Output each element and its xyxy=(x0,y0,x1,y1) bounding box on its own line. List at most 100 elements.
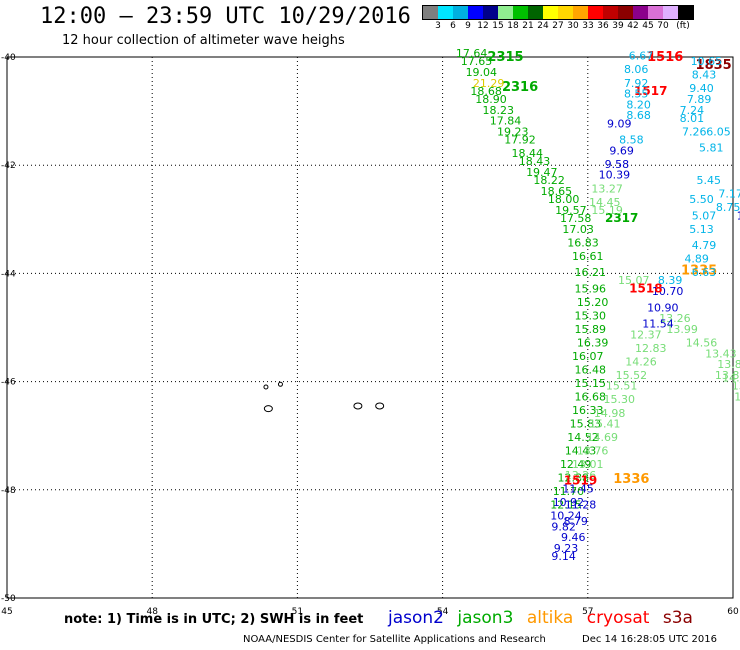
pass-time-label: 2316 xyxy=(502,80,538,95)
color-scale-tick-label: 70 xyxy=(657,21,669,31)
color-scale-tick-label: 12 xyxy=(477,21,489,31)
wave-height-label: 13.01 xyxy=(572,458,604,471)
wave-height-label: 8.79 xyxy=(563,515,588,528)
color-scale-tick-label: 45 xyxy=(642,21,654,31)
wave-height-label: 14.98 xyxy=(594,407,626,420)
wave-height-label: 5.13 xyxy=(689,223,714,236)
lat-tick-label: -42 xyxy=(1,161,16,171)
color-swatch xyxy=(648,6,663,19)
wave-height-label: 9.46 xyxy=(561,531,586,544)
color-scale-tick-label: 36 xyxy=(597,21,609,31)
color-scale-unit: (ft) xyxy=(676,21,690,31)
wave-height-label: 8.43 xyxy=(692,69,717,82)
wave-height-label: 15.30 xyxy=(574,309,606,322)
wave-height-label: 16.68 xyxy=(574,391,606,404)
color-swatch xyxy=(423,6,438,19)
lon-tick-label: 60 xyxy=(727,607,739,617)
color-swatch xyxy=(543,6,558,19)
wave-height-label: 8.01 xyxy=(680,112,705,125)
legend-s3a: s3a xyxy=(662,608,693,628)
color-swatch xyxy=(528,6,543,19)
wave-height-label: 16.83 xyxy=(567,236,599,249)
color-swatch xyxy=(438,6,453,19)
wave-height-label: 11.54 xyxy=(642,318,674,331)
color-scale-tick-label: 3 xyxy=(435,21,441,31)
wave-height-label: 16.21 xyxy=(574,266,606,279)
island-outline xyxy=(353,402,363,410)
wave-height-label: 19.04 xyxy=(466,66,498,79)
wave-height-label: 11.28 xyxy=(565,499,597,512)
wave-height-label: 14.69 xyxy=(587,431,619,444)
wave-height-label: 10.24 xyxy=(550,510,582,523)
color-swatch xyxy=(618,6,633,19)
wave-height-label: 12.88 xyxy=(558,472,590,485)
wave-height-label: 13.76 xyxy=(577,445,609,458)
wave-height-label: 13.27 xyxy=(591,182,623,195)
color-swatch xyxy=(573,6,588,19)
wave-height-label: 13.26 xyxy=(565,469,597,482)
wave-height-label: 18.44 xyxy=(512,147,544,160)
wave-height-label: 15.51 xyxy=(606,380,638,393)
wave-height-label: 18.00 xyxy=(548,193,580,206)
satellite-legend: jason2 jason3 altika cryosat s3a xyxy=(388,608,701,628)
lon-tick-label: 57 xyxy=(582,607,593,617)
lon-tick-label: 48 xyxy=(146,607,158,617)
wave-height-label: 1519 xyxy=(564,473,597,487)
wave-height-label: 5.50 xyxy=(689,193,714,206)
wave-height-label: 7.26 xyxy=(682,125,707,138)
wave-height-label: 15.89 xyxy=(574,323,606,336)
wave-height-label: 16.61 xyxy=(572,250,604,263)
wave-height-label: 15.15 xyxy=(574,377,606,390)
color-scale-tick-label: 30 xyxy=(567,21,579,31)
lon-tick-label: 45 xyxy=(1,607,12,617)
color-swatch xyxy=(453,6,468,19)
wave-height-label: 18.23 xyxy=(483,104,515,117)
wave-height-label: 11.70 xyxy=(553,485,585,498)
wave-height-label: 14.43 xyxy=(565,445,597,458)
wave-height-label: 13.47 xyxy=(732,380,740,393)
wave-height-label: 11.45 xyxy=(562,483,594,496)
wave-height-label: 6.63 xyxy=(692,266,717,279)
lat-tick-label: -40 xyxy=(1,53,16,63)
wave-height-label: 15.96 xyxy=(574,282,606,295)
wave-height-label: 8.75 xyxy=(716,201,740,214)
wave-height-label: 2317 xyxy=(605,211,638,225)
wave-height-label: 15.83 xyxy=(570,418,602,431)
wave-height-label: 9.69 xyxy=(609,144,634,157)
wave-height-label: 17.84 xyxy=(490,115,522,128)
map-title: 12:00 – 23:59 UTC 10/29/2016 xyxy=(40,4,411,29)
wave-height-label: 8.55 xyxy=(624,88,649,101)
color-scale-tick-label: 18 xyxy=(507,21,519,31)
wave-height-label: 15.30 xyxy=(604,393,636,406)
legend-jason2: jason2 xyxy=(388,608,444,628)
wave-height-label: 4.79 xyxy=(692,239,717,252)
color-swatch xyxy=(513,6,528,19)
wave-height-label: 4.89 xyxy=(684,253,709,266)
wave-height-label: 17.64 xyxy=(456,47,488,60)
wave-height-label: 10.39 xyxy=(599,169,631,182)
island-outline xyxy=(263,384,269,390)
color-scale-tick-label: 39 xyxy=(612,21,624,31)
wave-height-label: 5.45 xyxy=(697,174,722,187)
wave-height-label: 12.15 xyxy=(550,499,582,512)
wave-height-label: 17.58 xyxy=(560,212,592,225)
wave-height-label: 19.23 xyxy=(497,125,529,138)
color-scale-tick-label: 15 xyxy=(492,21,504,31)
color-scale-tick-label: 24 xyxy=(537,21,549,31)
wave-height-label: 13.43 xyxy=(705,347,737,360)
wave-height-label: 9.09 xyxy=(607,117,632,130)
wave-height-label: 1518 xyxy=(629,281,662,295)
wave-height-label: 9.82 xyxy=(551,520,576,533)
wave-height-label: 15.41 xyxy=(589,418,621,431)
wave-height-label: 12.49 xyxy=(560,458,592,471)
wave-height-label: 7.92 xyxy=(624,77,649,90)
wave-height-label: 8.39 xyxy=(658,274,683,287)
lat-tick-label: -48 xyxy=(1,486,16,496)
island-outline xyxy=(277,381,283,387)
wave-height-label: 13.86 xyxy=(715,369,740,382)
pass-time-label: 1835 xyxy=(696,58,732,73)
wave-height-label: 17.65 xyxy=(461,55,493,68)
map-subtitle: 12 hour collection of altimeter wave hei… xyxy=(62,33,345,48)
wave-height-label: 14.52 xyxy=(567,431,599,444)
wave-height-label: 10.90 xyxy=(647,301,679,314)
